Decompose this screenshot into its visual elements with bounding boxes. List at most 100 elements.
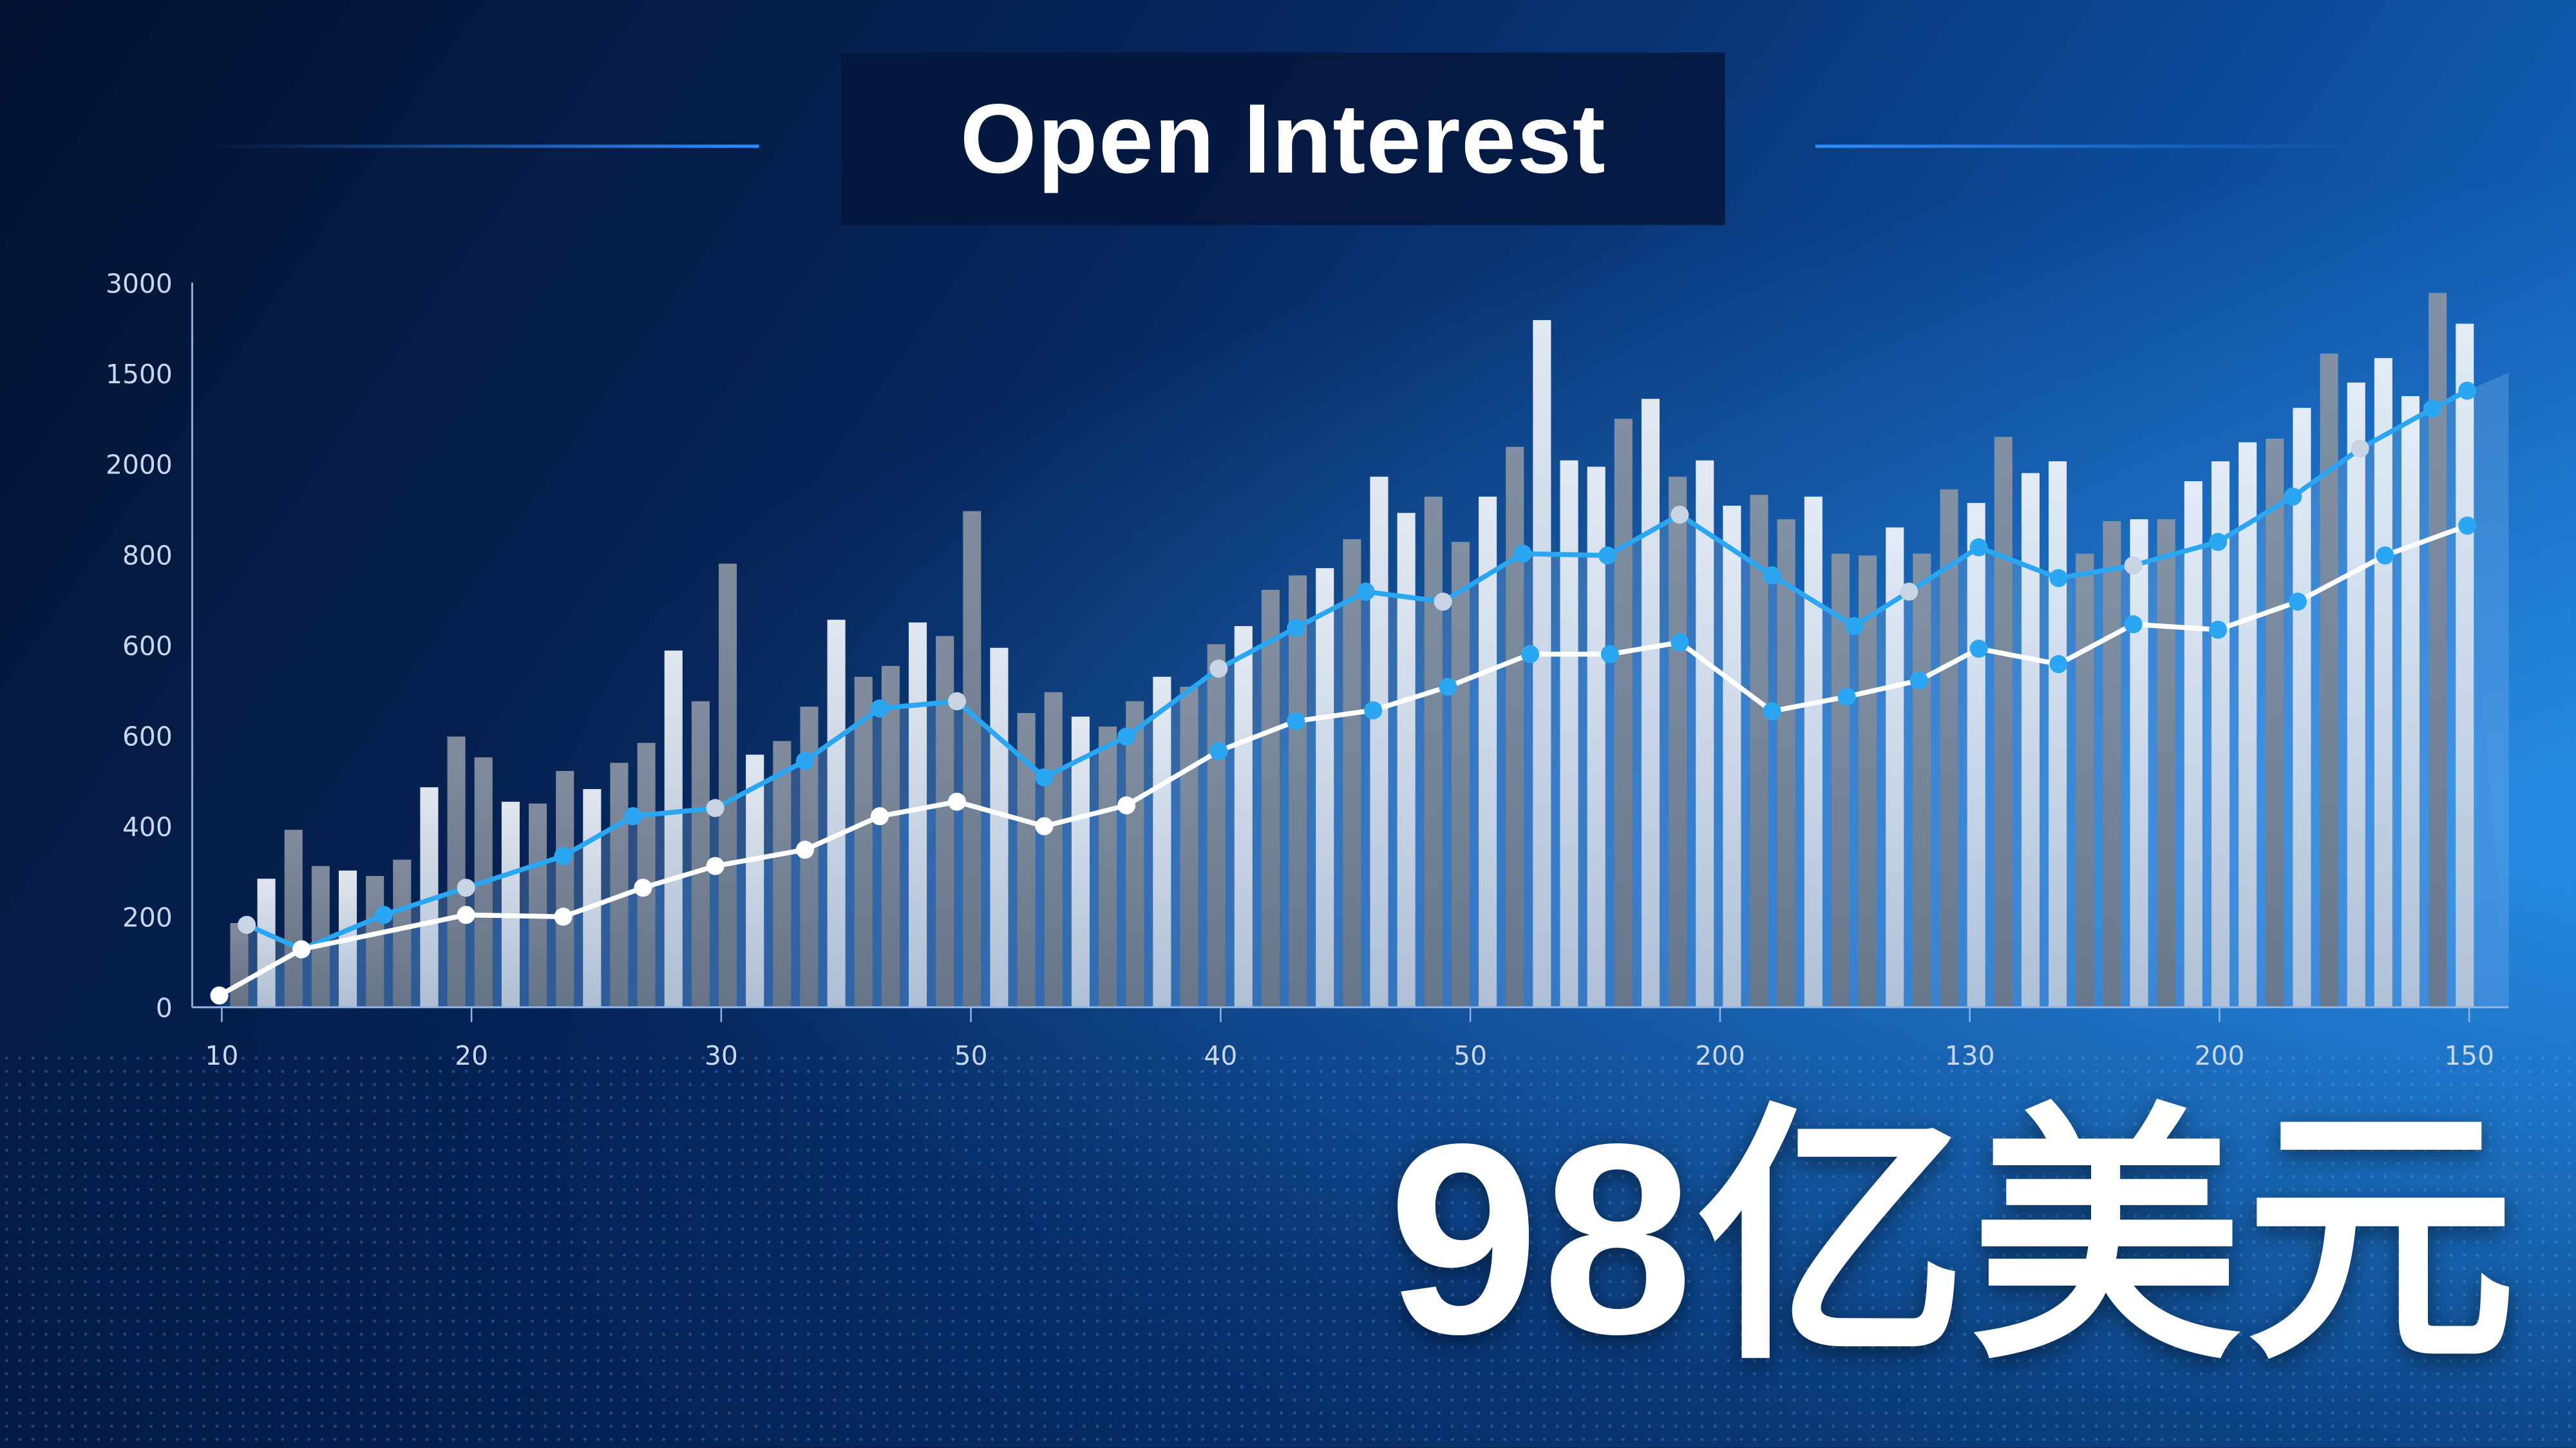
title-banner: Open Interest — [841, 52, 1725, 225]
lower-series-point — [1209, 741, 1228, 761]
lower-series-point — [1364, 701, 1383, 719]
upper-series-point — [706, 799, 724, 817]
x-tick-label: 50 — [954, 1040, 988, 1071]
bar — [1261, 589, 1280, 1007]
bar — [257, 879, 276, 1007]
lower-series-point — [457, 906, 475, 924]
lower-series-point — [1521, 645, 1540, 663]
bar — [881, 665, 900, 1007]
upper-series-point — [870, 699, 889, 718]
upper-series-point — [1900, 582, 1918, 601]
bar — [1669, 477, 1687, 1007]
bar — [1126, 701, 1144, 1007]
x-tick-label: 200 — [1695, 1040, 1745, 1071]
lower-series-point — [292, 940, 311, 958]
upper-series-point — [374, 906, 393, 924]
bar — [1913, 553, 1931, 1007]
x-tick-label: 130 — [1945, 1040, 1995, 1071]
bar — [637, 743, 656, 1007]
decorative-line-right — [1815, 144, 2366, 148]
bar — [909, 622, 927, 1007]
upper-series-point — [2209, 533, 2228, 551]
upper-series-point — [2351, 439, 2369, 458]
lower-series-point — [1117, 796, 1136, 815]
lower-series-point — [1909, 671, 1928, 690]
bar — [610, 763, 629, 1007]
bar — [1397, 513, 1416, 1007]
lower-series-point — [634, 879, 652, 897]
bar — [746, 754, 764, 1007]
background-dot-grid — [0, 1051, 2576, 1448]
x-tick-label: 10 — [205, 1040, 238, 1071]
lower-series-point — [210, 986, 229, 1005]
upper-series-point — [1209, 660, 1228, 678]
upper-series-point — [1513, 544, 1532, 563]
bar — [1614, 419, 1633, 1007]
y-tick-label: 200 — [122, 902, 173, 933]
bar — [1207, 644, 1226, 1007]
lower-series-point — [1439, 678, 1457, 696]
bar — [1506, 446, 1524, 1007]
bar — [1533, 319, 1551, 1007]
bar — [1370, 477, 1388, 1007]
bar — [447, 736, 466, 1007]
upper-series-point — [1287, 618, 1305, 637]
bar — [1696, 460, 1714, 1007]
y-tick-label: 800 — [122, 540, 173, 571]
bar — [1424, 497, 1443, 1007]
upper-series-point — [1598, 546, 1617, 565]
bar — [501, 801, 520, 1007]
bar — [2266, 439, 2284, 1007]
lower-series-point — [870, 807, 889, 826]
bar — [936, 636, 954, 1007]
lower-series-point — [1763, 702, 1781, 721]
chart-title: Open Interest — [960, 84, 1606, 195]
bar — [1343, 539, 1361, 1007]
upper-series-point — [457, 879, 475, 897]
bar — [1587, 466, 1605, 1007]
lower-series-point — [1837, 687, 1856, 706]
y-tick-label: 400 — [122, 812, 173, 843]
lower-series-point — [1671, 633, 1689, 652]
bar — [556, 770, 574, 1007]
bar — [1886, 527, 1904, 1007]
lower-series-point — [2376, 546, 2394, 565]
upper-series-point — [1763, 566, 1781, 585]
upper-series-point — [795, 752, 814, 770]
bar — [529, 803, 547, 1007]
bar — [2211, 461, 2230, 1007]
lower-series-point — [1035, 817, 1054, 835]
y-tick-label: 1500 — [106, 359, 173, 390]
upper-series-point — [1356, 582, 1375, 601]
headline-value: 98亿美元 — [1388, 1087, 2520, 1391]
x-tick-label: 30 — [705, 1040, 738, 1071]
bar — [719, 564, 737, 1007]
lower-series-point — [706, 857, 724, 875]
lower-series-point — [2209, 620, 2228, 639]
bar — [366, 875, 384, 1007]
bar — [1967, 502, 1985, 1007]
lower-series-point — [795, 841, 814, 859]
bar — [2103, 520, 2121, 1007]
bar — [990, 647, 1009, 1007]
bar — [1777, 519, 1795, 1007]
bar — [1099, 727, 1117, 1007]
upper-series-point — [554, 846, 573, 866]
bar — [1044, 692, 1063, 1007]
upper-series-point — [947, 692, 967, 710]
upper-series-point — [1434, 593, 1452, 611]
x-tick-label: 150 — [2444, 1040, 2494, 1071]
y-tick-label: 600 — [122, 631, 173, 662]
bar — [2293, 408, 2311, 1007]
upper-series-point — [1969, 538, 1988, 557]
lower-series-point — [1287, 712, 1305, 730]
lower-series-point — [2288, 593, 2307, 611]
bar — [2130, 519, 2148, 1007]
bar — [1071, 716, 1090, 1007]
bar — [1560, 460, 1578, 1007]
upper-series-point — [2458, 381, 2477, 400]
bar — [2021, 473, 2040, 1007]
decorative-line-left — [213, 144, 759, 148]
lower-series-point — [2049, 655, 2068, 674]
